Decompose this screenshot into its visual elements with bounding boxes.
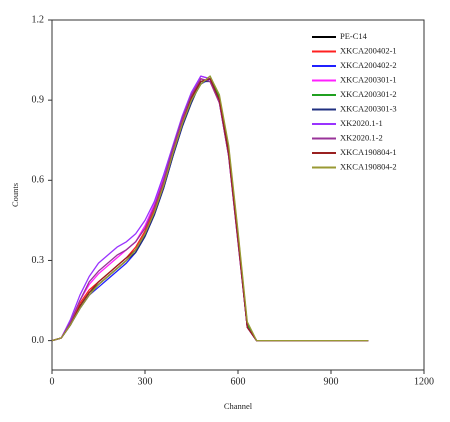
legend-label: XKCA200402-2 xyxy=(340,60,397,70)
legend-label: XKCA200301-2 xyxy=(340,89,397,99)
series-line xyxy=(51,75,369,342)
legend-label: PE-C14 xyxy=(340,31,368,41)
x-tick-label: 900 xyxy=(324,376,339,387)
legend-label: XK2020.1-2 xyxy=(340,132,383,142)
x-tick-label: 300 xyxy=(138,376,153,387)
x-tick-label: 1200 xyxy=(414,376,434,387)
y-tick-label: 0.9 xyxy=(32,94,45,105)
y-tick-label: 0.0 xyxy=(32,335,45,346)
legend-label: XKCA190804-2 xyxy=(340,161,397,171)
x-tick-label: 600 xyxy=(231,376,246,387)
series-line xyxy=(51,78,369,342)
x-tick-label: 0 xyxy=(50,376,55,387)
series-line xyxy=(51,78,369,342)
legend-label: XKCA200301-1 xyxy=(340,74,397,84)
y-tick-label: 0.6 xyxy=(32,175,45,186)
legend-label: XKCA190804-1 xyxy=(340,147,397,157)
series-line xyxy=(51,78,369,342)
series-line xyxy=(51,80,369,342)
x-axis-label: Channel xyxy=(224,401,253,411)
y-tick-label: 1.2 xyxy=(32,14,45,25)
series-line xyxy=(51,75,369,342)
legend-label: XKCA200301-3 xyxy=(340,103,397,113)
y-tick-label: 0.3 xyxy=(32,255,45,266)
y-axis-label: Counts xyxy=(10,183,20,207)
series-line xyxy=(51,75,369,342)
plot-frame xyxy=(51,19,425,371)
series-line xyxy=(51,78,369,342)
legend-label: XK2020.1-1 xyxy=(340,118,383,128)
series-line xyxy=(51,78,369,342)
legend-label: XKCA200402-1 xyxy=(340,45,397,55)
series-line xyxy=(51,75,369,342)
